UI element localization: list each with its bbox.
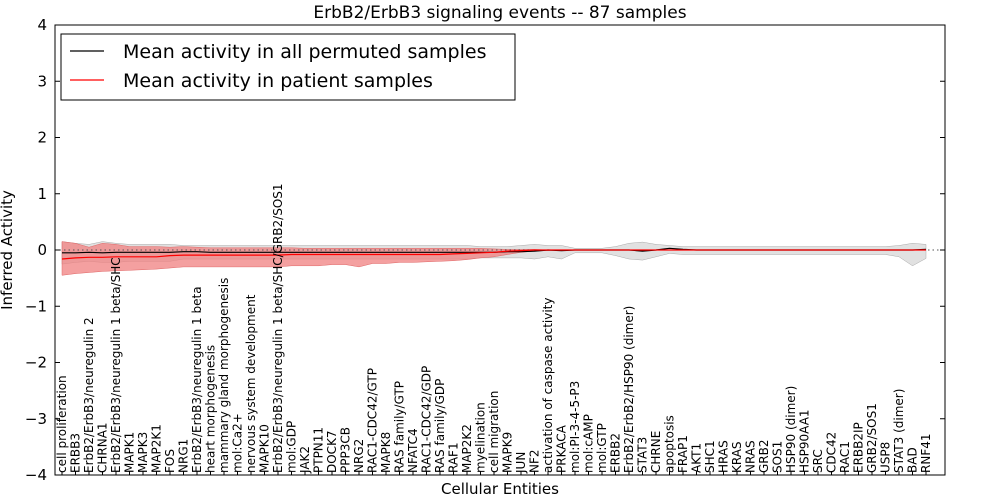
x-tick-label: mol:GTP bbox=[595, 423, 609, 473]
y-tick-label: 3 bbox=[37, 72, 47, 90]
y-tick-label: −1 bbox=[25, 297, 47, 315]
x-tick-label: FRAP1 bbox=[676, 435, 690, 473]
x-tick-label: mol:Ca2+ bbox=[231, 413, 245, 473]
x-tick-label: nervous system development bbox=[244, 294, 258, 473]
x-tick-label: HSP90 (dimer) bbox=[784, 386, 798, 473]
x-tick-label: ErbB2/ErbB3/neuregulin 2 bbox=[82, 317, 96, 473]
x-tick-label: MAPK8 bbox=[379, 432, 393, 473]
x-tick-label: JUN bbox=[514, 452, 528, 474]
x-tick-label: activation of caspase activity bbox=[541, 298, 555, 473]
x-tick-label: BAD bbox=[906, 447, 920, 473]
x-axis: cell proliferation ERBB3 ErbB2/ErbB3/neure… bbox=[55, 183, 933, 475]
x-tick-label: CHRNA1 bbox=[96, 422, 110, 473]
legend-label-patient: Mean activity in patient samples bbox=[123, 70, 433, 92]
x-tick-label: AKT1 bbox=[690, 443, 704, 473]
x-tick-label: CDC42 bbox=[825, 432, 839, 473]
x-tick-label: RAC1-CDC42/GDP bbox=[420, 366, 434, 473]
x-tick-label: FOS bbox=[163, 449, 177, 473]
x-tick-label: SHC1 bbox=[703, 440, 717, 473]
x-tick-label: NRG2 bbox=[352, 439, 366, 473]
x-tick-label: DOCK7 bbox=[325, 430, 339, 473]
x-tick-label: heart morphogenesis bbox=[204, 345, 218, 473]
x-tick-label: PTPN11 bbox=[312, 427, 326, 473]
x-tick-label: SOS1 bbox=[771, 441, 785, 473]
x-tick-label: ErbB2/ErbB3/neuregulin 1 beta/SHC bbox=[109, 257, 123, 473]
y-tick-label: 0 bbox=[37, 241, 47, 259]
x-tick-label: HRAS bbox=[717, 440, 731, 473]
x-tick-label: mol:GDP bbox=[285, 421, 299, 473]
x-tick-label: RAF1 bbox=[447, 442, 461, 473]
y-tick-label: 2 bbox=[37, 129, 47, 147]
x-tick-label: GRB2/SOS1 bbox=[865, 403, 879, 473]
x-tick-label: MAPK9 bbox=[501, 432, 515, 473]
x-tick-label: NFATC4 bbox=[406, 428, 420, 473]
x-tick-label: cell proliferation bbox=[55, 375, 69, 473]
x-tick-label: ERBB2 bbox=[609, 433, 623, 473]
x-tick-label: PRKACA bbox=[555, 424, 569, 473]
x-tick-label: MAP2K2 bbox=[460, 424, 474, 473]
x-tick-label: MAPK1 bbox=[123, 432, 137, 473]
chart-title: ErbB2/ErbB3 signaling events -- 87 sampl… bbox=[313, 3, 686, 23]
x-tick-label: KRAS bbox=[730, 441, 744, 473]
legend-label-permuted: Mean activity in all permuted samples bbox=[123, 41, 486, 63]
x-tick-label: MAPK10 bbox=[258, 424, 272, 473]
x-tick-label: STAT3 (dimer) bbox=[892, 389, 906, 473]
x-tick-label: mol:cAMP bbox=[582, 414, 596, 473]
y-axis: −4 −3 −2 −1 0 1 2 3 4 bbox=[25, 16, 945, 484]
x-tick-label: mammary gland morphogenesis bbox=[217, 278, 231, 473]
y-tick-label: −2 bbox=[25, 354, 47, 372]
x-tick-label: STAT3 bbox=[636, 437, 650, 473]
x-tick-label: RAS family/GTP bbox=[393, 381, 407, 473]
y-tick-label: 4 bbox=[37, 16, 47, 34]
x-axis-label: Cellular Entities bbox=[441, 480, 559, 498]
x-tick-label: RAS family/GDP bbox=[433, 379, 447, 473]
y-tick-label: −4 bbox=[25, 466, 47, 484]
x-tick-label: SRC bbox=[811, 449, 825, 473]
x-tick-label: myelination bbox=[474, 402, 488, 473]
x-tick-label: JAK2 bbox=[298, 446, 312, 474]
x-tick-label: cell migration bbox=[487, 391, 501, 473]
x-tick-label: ErbB2/ErbB3/neuregulin 1 beta/SHC/GRB2/S… bbox=[271, 183, 285, 473]
x-tick-label: RAC1-CDC42/GTP bbox=[366, 368, 380, 473]
lines-layer bbox=[61, 247, 927, 260]
x-tick-label: HSP90AA1 bbox=[798, 409, 812, 473]
x-tick-label: ErbB2/ErbB2/HSP90 (dimer) bbox=[622, 306, 636, 473]
x-tick-label: mol:PI-3-4-5-P3 bbox=[568, 381, 582, 473]
x-tick-label: ERBB2IP bbox=[852, 422, 866, 473]
x-tick-label: NRAS bbox=[744, 440, 758, 473]
x-tick-label: RAC1 bbox=[838, 441, 852, 473]
x-tick-label: GRB2 bbox=[757, 439, 771, 473]
x-tick-label: ErbB2/ErbB3/neuregulin 1 beta bbox=[190, 286, 204, 473]
x-tick-label: MAPK3 bbox=[136, 432, 150, 473]
y-tick-label: 1 bbox=[37, 185, 47, 203]
line-patient bbox=[61, 249, 926, 260]
y-tick-label: −3 bbox=[25, 410, 47, 428]
x-tick-label: apoptosis bbox=[663, 415, 677, 473]
legend-box bbox=[60, 33, 516, 101]
x-tick-label: USP8 bbox=[879, 442, 893, 473]
x-tick-label: RNF41 bbox=[919, 434, 933, 474]
y-axis-label: Inferred Activity bbox=[0, 190, 16, 310]
x-tick-label: ERBB3 bbox=[69, 433, 83, 473]
x-tick-label: MAP2K1 bbox=[150, 424, 164, 473]
x-tick-label: CHRNE bbox=[649, 431, 663, 473]
legend: Mean activity in all permuted samples Me… bbox=[60, 33, 516, 101]
x-tick-label: PPP3CB bbox=[339, 427, 353, 473]
x-tick-label: NRG1 bbox=[177, 439, 191, 473]
x-tick-label: NF2 bbox=[528, 449, 542, 473]
